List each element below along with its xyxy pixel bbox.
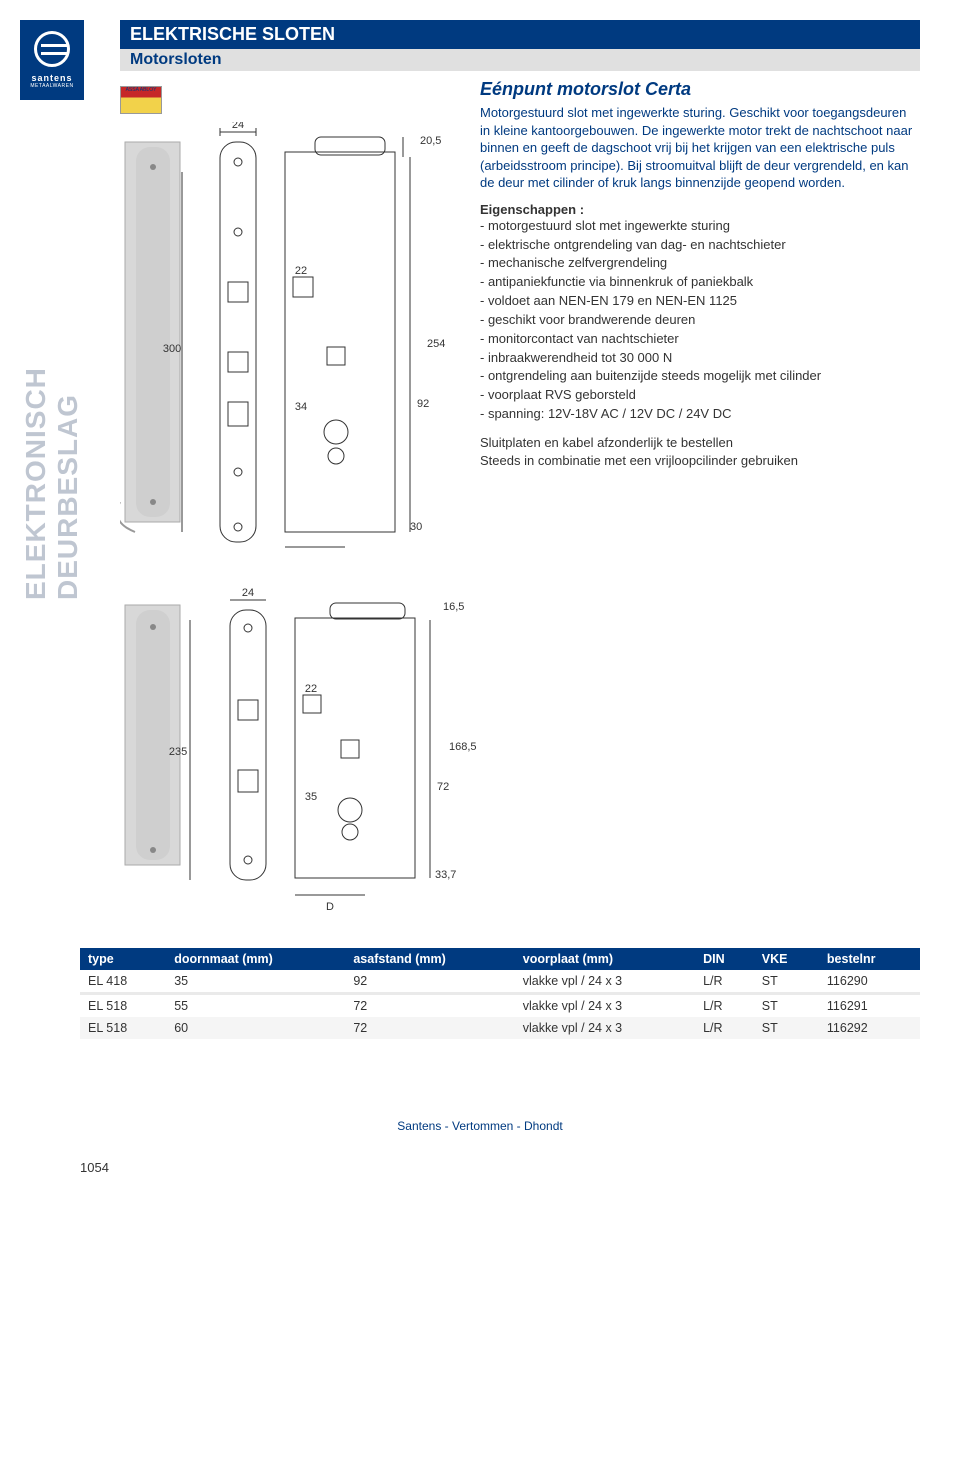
property-item: voldoet aan NEN-EN 179 en NEN-EN 1125 [480,292,920,311]
table-cell: 92 [345,970,514,992]
table-cell: ST [754,995,819,1017]
technical-diagram-1: 24 300 20,5 [120,122,460,555]
table-cell: 116290 [819,970,920,992]
table-cell: EL 518 [80,1017,166,1039]
table-header-cell: VKE [754,948,819,970]
product-title: Eénpunt motorslot Certa [480,79,920,100]
properties-list: motorgestuurd slot met ingewerkte sturin… [480,217,920,424]
dim-plate-w: 24 [232,122,244,131]
table-cell: 55 [166,995,345,1017]
table-row: EL 4183592vlakke vpl / 24 x 3L/RST116290 [80,970,920,992]
dim2-plate-w: 24 [242,587,254,599]
property-item: voorplaat RVS geborsteld [480,386,920,405]
dim-h-total: 254 [427,338,445,350]
dim2-top: 16,5 [443,601,464,613]
logo-icon [34,31,70,67]
technical-diagram-2: 24 235 16,5 22 35 168,5 7 [120,585,480,918]
brand-sub: METAALWAREN [30,83,73,89]
property-item: monitorcontact van nachtschieter [480,330,920,349]
table-cell: 116292 [819,1017,920,1039]
dim-bottom: 30 [410,521,422,533]
table-header-cell: DIN [695,948,754,970]
brand-name: santens [31,73,72,83]
dim2-axis: 72 [437,781,449,793]
dim2-bolt: 35 [305,791,317,803]
sidebar-category-label: ELEKTRONISCH DEURBESLAG [20,160,84,600]
table-cell: L/R [695,970,754,992]
table-cell: L/R [695,995,754,1017]
dim2-bottom: 33,7 [435,869,456,881]
property-item: ontgrendeling aan buitenzijde steeds mog… [480,367,920,386]
dim-depth: D [311,551,319,552]
table-header-cell: doornmaat (mm) [166,948,345,970]
table-cell: 116291 [819,995,920,1017]
header-category: ELEKTRISCHE SLOTEN [120,20,920,49]
table-cell: EL 518 [80,995,166,1017]
product-intro: Motorgestuurd slot met ingewerkte sturin… [480,104,920,192]
table-header-cell: bestelnr [819,948,920,970]
table-cell: vlakke vpl / 24 x 3 [515,995,695,1017]
table-cell: 72 [345,995,514,1017]
table-cell: ST [754,970,819,992]
table-cell: vlakke vpl / 24 x 3 [515,1017,695,1039]
brand-block: santens METAALWAREN [20,20,100,100]
dim2-plate-h: 235 [169,746,187,758]
property-item: inbraakwerendheid tot 30 000 N [480,349,920,368]
table-cell: ST [754,1017,819,1039]
table-row: EL 5186072vlakke vpl / 24 x 3L/RST116292 [80,1017,920,1039]
dim2-h-total: 168,5 [449,741,477,753]
table-header-cell: type [80,948,166,970]
dim2-latch: 22 [305,683,317,695]
assa-abloy-logo: ASSA ABLOY [120,86,162,114]
dim-bolt: 34 [295,401,307,413]
spec-table: typedoornmaat (mm)asafstand (mm)voorplaa… [80,948,920,1039]
property-item: elektrische ontgrendeling van dag- en na… [480,236,920,255]
property-item: spanning: 12V-18V AC / 12V DC / 24V DC [480,405,920,424]
table-cell: 60 [166,1017,345,1039]
property-item: geschikt voor brandwerende deuren [480,311,920,330]
dim-top: 20,5 [420,135,441,147]
dim-latch: 22 [295,265,307,277]
footer-companies: Santens - Vertommen - Dhondt [0,1119,960,1133]
property-item: mechanische zelfvergrendeling [480,254,920,273]
table-cell: EL 418 [80,970,166,992]
page-number: 1054 [80,1160,109,1175]
header-subcategory: Motorsloten [120,49,920,71]
table-row: EL 5185572vlakke vpl / 24 x 3L/RST116291 [80,995,920,1017]
dim-axis: 92 [417,398,429,410]
table-header-cell: asafstand (mm) [345,948,514,970]
props-heading: Eigenschappen : [480,202,920,217]
table-cell: 35 [166,970,345,992]
property-item: antipaniekfunctie via binnenkruk of pani… [480,273,920,292]
table-cell: L/R [695,1017,754,1039]
table-cell: 72 [345,1017,514,1039]
property-item: motorgestuurd slot met ingewerkte sturin… [480,217,920,236]
table-cell: vlakke vpl / 24 x 3 [515,970,695,992]
brand-logo: santens METAALWAREN [20,20,84,100]
dim-plate-h: 300 [163,343,181,355]
table-header-cell: voorplaat (mm) [515,948,695,970]
dim2-depth: D [326,901,334,913]
note-1: Sluitplaten en kabel afzonderlijk te bes… [480,434,920,452]
note-2: Steeds in combinatie met een vrijloopcil… [480,452,920,470]
